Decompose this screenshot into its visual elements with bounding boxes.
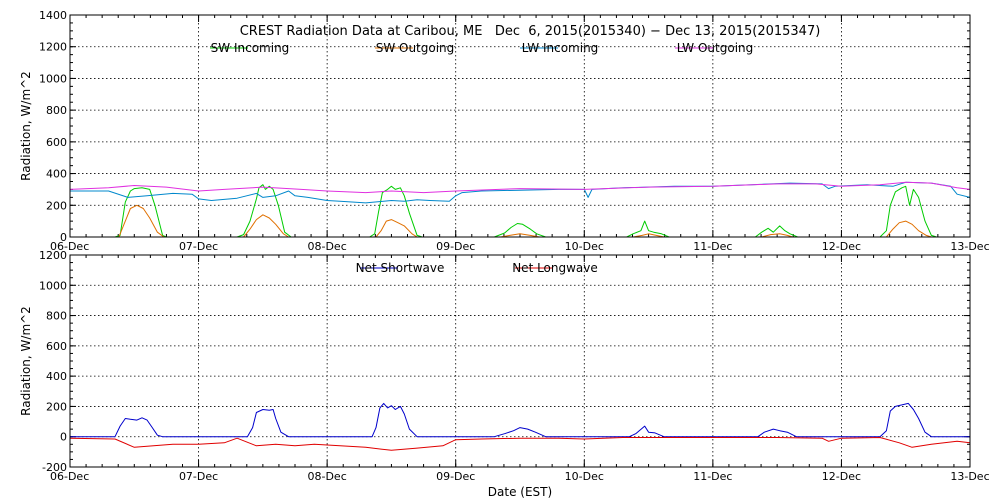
chart-title: CREST Radiation Data at Caribou, ME Dec …	[240, 24, 821, 39]
y-tick-label: 800	[46, 104, 67, 117]
x-tick-label: 10-Dec	[565, 470, 604, 483]
top-panel: 0 200 400 600 800 1000 1200 1400 06-Dec 07-Dec 08-…	[19, 9, 990, 253]
y-tick-label: 1000	[39, 279, 67, 292]
x-tick-label: 08-Dec	[308, 240, 347, 253]
x-tick-label: 07-Dec	[179, 240, 218, 253]
series-line-net-shortwave	[70, 402, 970, 438]
series-line-lw-incoming	[70, 181, 971, 204]
x-tick-label: 09-Dec	[436, 240, 475, 253]
plot-frame	[69, 254, 971, 468]
y-tick-label: 400	[46, 370, 67, 383]
y-tick-label: 0	[60, 431, 67, 444]
x-tick-label: 13-Dec	[950, 240, 989, 253]
x-tick-label: 12-Dec	[822, 240, 861, 253]
legend-label: SW Incoming	[211, 41, 290, 55]
x-tick-label: 13-Dec	[950, 470, 989, 483]
legend-label: Net Longwave	[512, 261, 598, 275]
x-tick-label: 07-Dec	[179, 470, 218, 483]
x-tick-label: 08-Dec	[308, 470, 347, 483]
legend-label: Net Shortwave	[356, 261, 445, 275]
y-tick-label: 200	[46, 199, 67, 212]
x-axis-label: Date (EST)	[488, 485, 552, 499]
legend-label: LW Incoming	[522, 41, 599, 55]
x-tick-label: 06-Dec	[50, 240, 89, 253]
bottom-panel: -200 0 200 400 600 800 1000 1200 06-Dec 07-Dec 08-…	[19, 249, 990, 483]
x-tick-label: 06-Dec	[50, 470, 89, 483]
x-tick-label: 12-Dec	[822, 470, 861, 483]
plot-frame	[69, 14, 971, 238]
y-tick-label: 600	[46, 136, 67, 149]
y-tick-label: 1200	[39, 41, 67, 54]
y-tick-label: 1400	[39, 9, 67, 22]
legend-label: SW Outgoing	[376, 41, 455, 55]
legend-label: LW Outgoing	[677, 41, 754, 55]
x-tick-label: 11-Dec	[693, 470, 732, 483]
y-tick-label: 1200	[39, 249, 67, 262]
y-tick-label: 1000	[39, 72, 67, 85]
y-tick-label: 800	[46, 310, 67, 323]
series-line-net-longwave	[69, 437, 971, 451]
y-tick-label: 600	[46, 340, 67, 353]
y-tick-label: 0	[60, 231, 67, 244]
y-tick-label: 200	[46, 400, 67, 413]
y-tick-label: 400	[46, 168, 67, 181]
y-axis-label: Radiation, W/m^2	[19, 306, 33, 416]
y-tick-label: -200	[42, 461, 67, 474]
series-line-lw-outgoing	[69, 181, 971, 194]
x-tick-label: 09-Dec	[436, 470, 475, 483]
x-tick-label: 11-Dec	[693, 240, 732, 253]
y-axis-label: Radiation, W/m^2	[19, 71, 33, 181]
series-line-sw-outgoing	[70, 204, 970, 238]
x-tick-label: 10-Dec	[565, 240, 604, 253]
series-line-sw-incoming	[70, 184, 970, 238]
